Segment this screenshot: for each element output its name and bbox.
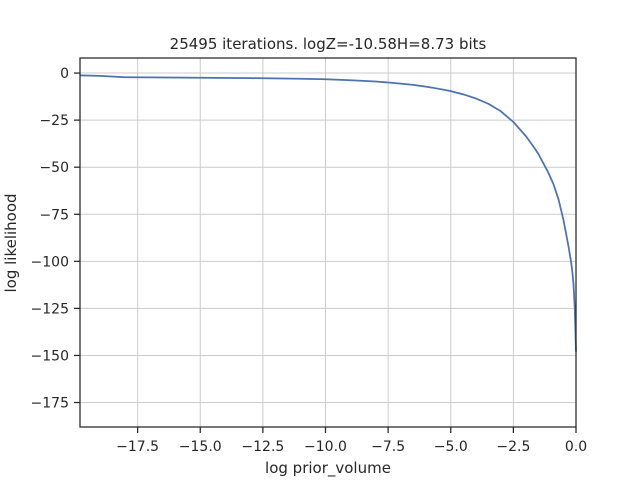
y-axis-label: log likelihood <box>2 193 20 292</box>
x-tick-label: −17.5 <box>116 439 159 455</box>
y-tick-label: 0 <box>60 66 69 82</box>
grid-lines <box>80 58 577 427</box>
x-tick-label: −5.0 <box>434 439 468 455</box>
y-tick-label: −150 <box>31 348 69 364</box>
y-tick-label: −25 <box>39 113 69 129</box>
x-tick-label: −2.5 <box>496 439 530 455</box>
x-axis-ticks: −17.5 −15.0 −12.5 −10.0 −7.5 −5.0 −2.5 0.0 <box>116 427 587 455</box>
plot-frame <box>79 57 577 428</box>
x-axis-label: log prior_volume <box>265 459 391 478</box>
series-line <box>79 74 577 352</box>
x-tick-label: −15.0 <box>179 439 222 455</box>
x-tick-label: −12.5 <box>241 439 284 455</box>
x-tick-label: 0.0 <box>565 439 587 455</box>
x-tick-label: −10.0 <box>304 439 347 455</box>
y-tick-label: −175 <box>31 396 69 412</box>
chart-title: 25495 iterations. logZ=-10.58H=8.73 bits <box>170 35 487 53</box>
y-tick-label: −75 <box>39 207 69 223</box>
series-line-group <box>79 74 577 352</box>
y-tick-label: −100 <box>31 254 69 270</box>
x-tick-label: −7.5 <box>371 439 405 455</box>
y-tick-label: −125 <box>31 301 69 317</box>
y-axis-ticks: 0 −25 −50 −75 −100 −125 −150 −175 <box>31 66 80 412</box>
y-tick-label: −50 <box>39 160 69 176</box>
